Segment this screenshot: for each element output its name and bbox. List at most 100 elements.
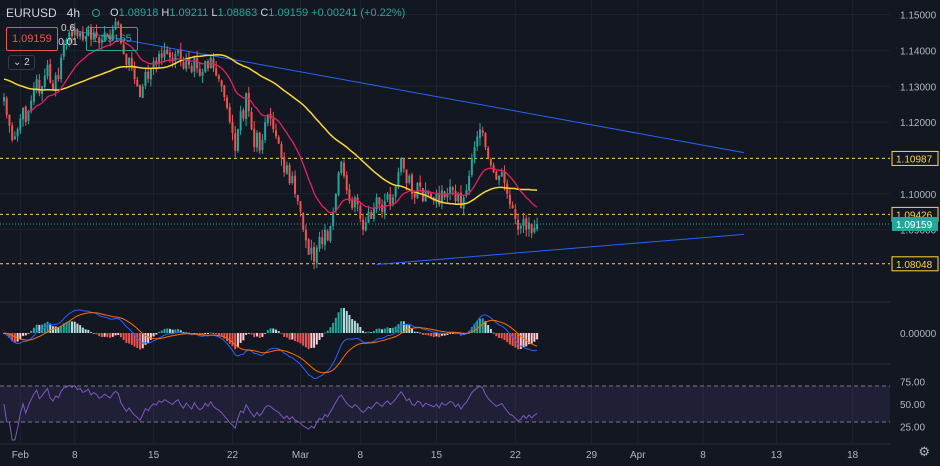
- candle-body: [397, 172, 400, 187]
- candle-body: [152, 61, 155, 68]
- candle-body: [43, 75, 46, 88]
- candle-body: [323, 229, 326, 246]
- macd-histogram-bar: [16, 333, 19, 342]
- macd-histogram-bar: [182, 332, 185, 333]
- settings-gear-icon[interactable]: ⚙: [918, 444, 930, 459]
- candle-body: [24, 106, 27, 123]
- candle-body: [3, 97, 5, 102]
- candle-body: [465, 190, 468, 197]
- candle-body: [215, 68, 218, 76]
- candle-body: [46, 64, 49, 77]
- macd-histogram-bar: [177, 328, 180, 333]
- macd-histogram-bar: [32, 327, 35, 333]
- horizontal-levels[interactable]: [0, 157, 890, 265]
- candle-body: [87, 28, 90, 36]
- candle-body: [277, 137, 280, 144]
- candle-body: [49, 64, 52, 83]
- macd-histogram-bar: [144, 333, 147, 345]
- candle-body: [245, 93, 248, 120]
- candle-body: [343, 162, 345, 176]
- macd-histogram-bar: [109, 333, 112, 338]
- macd-histogram-bar: [481, 318, 484, 333]
- macd-histogram-bar: [106, 333, 109, 338]
- candle-body: [394, 186, 397, 197]
- sell-price-button[interactable]: 1.09159: [6, 27, 58, 51]
- macd-histogram-bar: [49, 323, 52, 333]
- candle-body: [318, 236, 321, 249]
- candle-body: [68, 32, 71, 41]
- trendlines[interactable]: [74, 30, 744, 265]
- candle-body: [430, 193, 433, 198]
- candle-body: [375, 197, 378, 210]
- candle-body: [57, 75, 60, 80]
- candle-body: [321, 237, 324, 245]
- macd-histogram-bar: [98, 333, 101, 337]
- candle-body: [266, 114, 269, 124]
- timeframe-label[interactable]: 4h: [66, 6, 81, 20]
- candle-body: [345, 174, 348, 191]
- macd-histogram-bar: [511, 333, 514, 346]
- buy-ticket[interactable]: 1.09165: [86, 27, 138, 51]
- macd-histogram-bar: [68, 320, 71, 333]
- candle-body: [370, 212, 373, 219]
- candle-body: [8, 114, 11, 126]
- candle-body: [133, 67, 136, 80]
- candle-body: [204, 61, 207, 72]
- candle-body: [11, 125, 14, 141]
- price-tick-label: 1.10000: [900, 190, 937, 201]
- spread-top: 0.6: [61, 23, 75, 34]
- macd-histogram-bar: [536, 333, 539, 340]
- candle-body: [517, 219, 520, 230]
- macd-histogram-bar: [329, 327, 332, 333]
- candle-body: [198, 68, 201, 76]
- macd-histogram-bar: [258, 333, 261, 338]
- macd-histogram-bar: [381, 329, 384, 333]
- candle-body: [408, 175, 411, 183]
- candle-body: [454, 190, 457, 201]
- macd-histogram-bar: [533, 333, 536, 342]
- candle-body: [185, 57, 188, 70]
- price-level-label: 1.10987: [896, 154, 933, 165]
- candle-body: [372, 208, 375, 220]
- sell-ticket[interactable]: 1.09159: [6, 27, 58, 51]
- candle-body: [149, 68, 152, 80]
- time-axis[interactable]: Feb 8 15 22 Mar 8 15 22 29 Apr 8 13 18: [12, 450, 859, 461]
- macd-histogram-bar: [73, 321, 76, 333]
- time-tick-label: Apr: [630, 450, 646, 461]
- price-tick-label: 1.09000: [900, 226, 937, 237]
- candle-body: [111, 28, 114, 41]
- macd-histogram-bar: [168, 328, 171, 333]
- candle-body: [359, 205, 362, 219]
- macd-histogram-bar: [234, 333, 237, 350]
- candle-body: [337, 172, 340, 196]
- chevron-collapse-icon: ⌄: [13, 57, 22, 68]
- candle-body: [307, 239, 310, 255]
- candle-body: [511, 205, 514, 209]
- candle-body: [22, 107, 25, 120]
- candle-body: [242, 110, 245, 119]
- candle-body: [90, 27, 93, 40]
- macd-tick-label: 0.00000: [900, 329, 937, 340]
- macd-histogram-bar: [253, 333, 256, 338]
- candle-body: [79, 32, 82, 37]
- candle-body: [163, 50, 166, 58]
- symbol-name[interactable]: EURUSD: [6, 6, 57, 20]
- macd-histogram-bar: [424, 333, 427, 336]
- buy-price-button[interactable]: 1.09165: [86, 27, 138, 51]
- price-axis[interactable]: 1.150001.140001.130001.120001.110001.100…: [890, 0, 940, 466]
- moving-averages: [3, 39, 538, 214]
- macd-histogram-bar: [370, 332, 373, 334]
- macd-histogram-bar: [383, 328, 386, 333]
- macd-histogram-bar: [372, 331, 375, 333]
- macd-histogram-bar: [62, 323, 65, 333]
- macd-histogram-bar: [283, 333, 286, 337]
- macd-histogram-bar: [114, 333, 117, 336]
- macd-histogram-bar: [87, 329, 90, 333]
- candle-body: [201, 71, 204, 76]
- macd-histogram-bar: [530, 333, 533, 344]
- candle-body: [147, 71, 150, 80]
- candle-body: [128, 57, 131, 65]
- indicators-collapse-button[interactable]: ⌄ 2: [8, 55, 35, 70]
- candle-body: [236, 129, 239, 152]
